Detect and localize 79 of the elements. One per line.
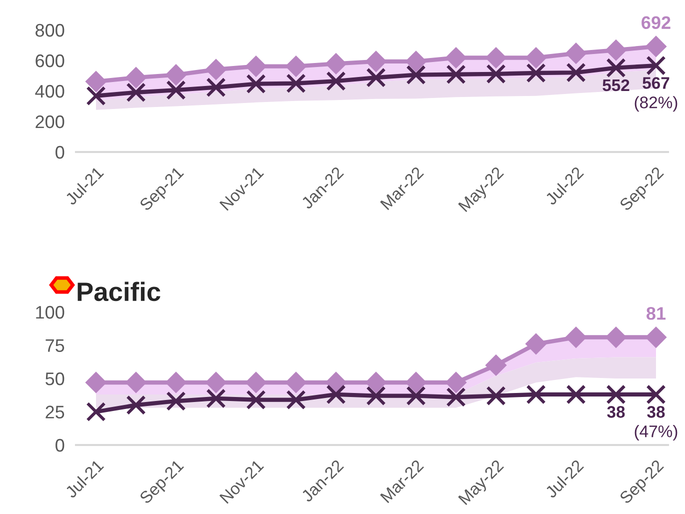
chart-title: Pacific [78, 282, 160, 302]
point [245, 55, 267, 78]
point [525, 46, 547, 69]
point [286, 74, 306, 94]
y-tick-label: 100 [36, 306, 64, 319]
point [405, 50, 427, 72]
point [285, 372, 307, 394]
point [86, 86, 106, 106]
y-tick-label: 75 [46, 339, 64, 352]
point [286, 390, 306, 410]
point [526, 384, 546, 404]
point [165, 64, 187, 86]
y-tick-label: 0 [56, 146, 64, 159]
point [365, 50, 387, 72]
point [486, 386, 506, 406]
annotation: (47%) [634, 425, 678, 441]
point [125, 66, 147, 88]
point [85, 70, 107, 92]
point [645, 326, 667, 348]
annotation: 692 [642, 16, 670, 30]
y-tick-label: 0 [56, 438, 64, 452]
y-tick-label: 200 [36, 115, 64, 128]
point [206, 388, 226, 408]
point [206, 77, 226, 98]
point [246, 74, 266, 94]
point [525, 333, 547, 355]
y-tick-label: 600 [36, 54, 64, 68]
point [565, 42, 587, 64]
point [566, 62, 586, 82]
point [126, 395, 146, 415]
point [526, 63, 546, 83]
point [126, 82, 146, 102]
point [606, 384, 626, 404]
point [325, 52, 347, 75]
point [485, 46, 507, 69]
annotation: 552 [602, 79, 630, 92]
y-tick-label: 400 [35, 84, 64, 98]
annotation: 81 [646, 307, 666, 320]
annotation: (82%) [634, 96, 678, 112]
point [285, 55, 307, 78]
point [326, 71, 346, 91]
y-tick-label: 25 [46, 406, 64, 418]
point [445, 372, 467, 394]
point [246, 390, 266, 410]
y-tick-label: 800 [36, 24, 64, 37]
point [166, 80, 186, 100]
point [325, 372, 347, 394]
point [165, 372, 187, 394]
point [485, 354, 507, 376]
point [125, 372, 147, 394]
point [85, 372, 107, 394]
point [646, 56, 666, 76]
point [646, 384, 666, 404]
point [366, 386, 386, 406]
point [446, 387, 466, 407]
point [406, 64, 426, 85]
point [446, 64, 466, 84]
point [245, 372, 267, 394]
point [166, 391, 186, 411]
point [406, 386, 426, 406]
point [486, 64, 506, 84]
point [566, 384, 586, 404]
annotation: 38 [647, 406, 665, 418]
point [645, 36, 667, 58]
annotation: 567 [642, 77, 670, 89]
point [445, 46, 467, 69]
point [606, 58, 626, 78]
point [365, 372, 387, 394]
point [405, 372, 427, 394]
annotation: 38 [607, 406, 625, 418]
y-tick-label: 50 [46, 372, 64, 386]
point [326, 384, 346, 404]
point [366, 68, 386, 88]
point [205, 372, 227, 394]
point [205, 58, 227, 80]
point [605, 326, 627, 348]
point [565, 326, 587, 348]
point [86, 402, 106, 422]
point [605, 39, 627, 61]
